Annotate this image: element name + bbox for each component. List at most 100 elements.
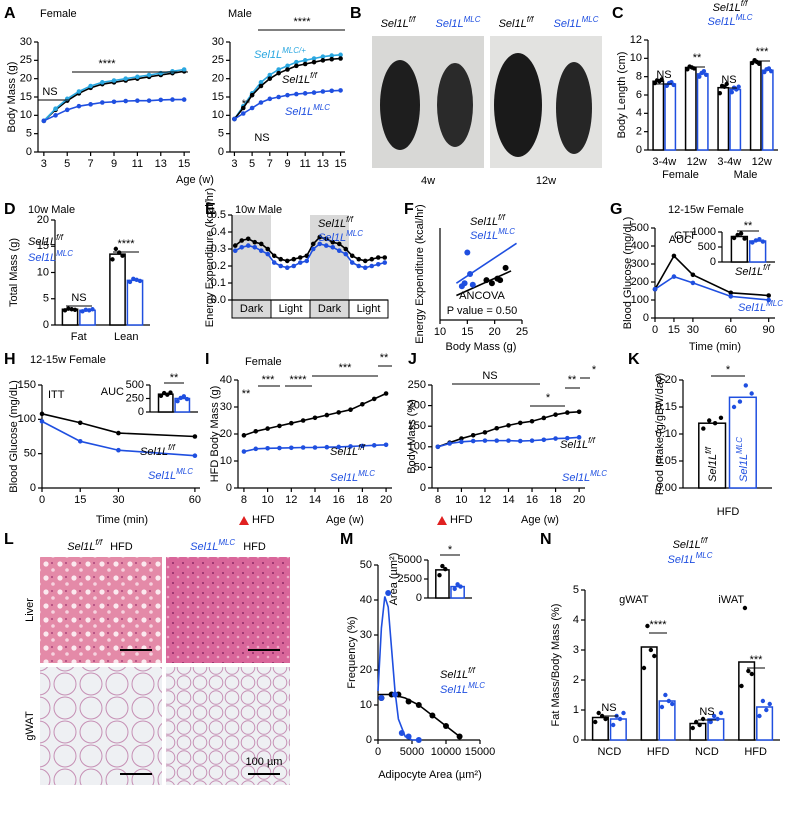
x-tick-label: HFD	[744, 746, 767, 758]
point	[349, 253, 355, 259]
point	[267, 76, 273, 81]
point	[750, 240, 755, 245]
legend-label: Sel1LMLC	[318, 229, 363, 244]
photo	[166, 557, 290, 663]
line	[43, 68, 185, 122]
line	[654, 275, 769, 301]
x-tick-label: 30	[112, 494, 124, 506]
x-axis-label: Adipocyte Area (µm²)	[378, 769, 482, 781]
y-tick-label: 12	[630, 34, 642, 46]
point	[258, 241, 264, 247]
point	[464, 249, 471, 256]
y-tick-label: 200	[408, 400, 426, 412]
point	[362, 258, 368, 264]
point	[240, 111, 246, 116]
y-axis-label: Energy Expenditure (kcal/hr)	[204, 188, 216, 327]
point	[312, 415, 318, 421]
point	[743, 383, 748, 388]
scale-label: 100 µm	[246, 756, 283, 768]
point	[371, 443, 377, 448]
point	[240, 105, 246, 111]
y-tick-label: 30	[20, 36, 32, 48]
annotation: *	[592, 364, 597, 376]
point	[111, 99, 117, 105]
x-tick-label: NCD	[695, 746, 719, 758]
x-tick-label: 18	[356, 494, 368, 506]
panel-letter: F	[404, 201, 414, 218]
x-axis-label: Time (min)	[689, 341, 741, 353]
legend-label: Sel1LMLC	[28, 249, 73, 264]
y-tick-label: 0.4	[211, 226, 226, 238]
point	[383, 442, 389, 448]
point	[766, 293, 771, 298]
point	[285, 67, 290, 72]
legend-label: Sel1LMLC	[330, 469, 375, 484]
legend-label: Sel1Lf/f	[440, 666, 476, 681]
y-tick-label: 100	[408, 441, 426, 453]
point	[181, 394, 187, 399]
x-tick-label: 20	[489, 326, 501, 338]
point	[690, 280, 696, 286]
y-tick-label: 2500	[398, 573, 422, 585]
point	[671, 82, 676, 88]
y-tick-label: 500	[631, 222, 649, 234]
point	[565, 435, 570, 441]
point	[241, 433, 247, 438]
x-axis-label: Time (min)	[96, 514, 148, 526]
point	[311, 59, 317, 65]
point	[757, 237, 762, 242]
point	[553, 436, 558, 441]
x-tick-label: 15	[334, 158, 346, 170]
point	[593, 719, 598, 725]
legend-name: Sel1L	[318, 218, 346, 230]
point	[253, 429, 259, 434]
x-axis-label: Age (w)	[176, 174, 214, 186]
point	[336, 410, 341, 415]
point	[267, 96, 273, 102]
point	[258, 83, 264, 89]
point	[690, 272, 696, 278]
photo-label: Sel1Lf/f	[381, 15, 417, 30]
annotation: NS	[482, 370, 497, 382]
point	[764, 707, 769, 713]
point	[362, 265, 368, 271]
point	[285, 63, 290, 69]
point	[415, 737, 422, 743]
y-tick-label: 0	[420, 482, 426, 494]
y-axis-label: Total Mass (g)	[8, 238, 20, 307]
point	[369, 256, 375, 262]
legend-name: Sel1L	[318, 232, 346, 244]
point	[289, 445, 294, 451]
point	[323, 243, 329, 248]
point	[312, 445, 318, 450]
point	[757, 61, 762, 67]
point	[311, 90, 317, 95]
annotation: HFD	[252, 514, 275, 526]
point	[330, 239, 336, 245]
row-label: gWAT	[24, 711, 36, 741]
chart-title: Female	[245, 356, 282, 368]
point	[415, 702, 422, 708]
y-tick-label: 30	[220, 401, 232, 413]
y-tick-label: 6	[636, 89, 642, 101]
point	[645, 623, 650, 629]
y-tick-label: 15	[37, 240, 49, 252]
chart-title: AUC	[101, 386, 124, 398]
point	[135, 74, 140, 80]
x-tick-label: 7	[88, 158, 94, 170]
y-tick-label: 400	[631, 240, 649, 252]
annotation: NS	[601, 702, 616, 714]
annotation: **	[380, 352, 389, 364]
legend-label: Sel1Lf/f	[330, 443, 366, 458]
annotation: ***	[750, 654, 764, 666]
point	[284, 258, 290, 264]
point	[127, 279, 133, 285]
legend-sup: f/f	[498, 213, 505, 222]
point	[715, 716, 720, 722]
point	[329, 56, 335, 62]
legend-label: Sel1Lf/f	[28, 233, 64, 248]
legend-name: Sel1L	[282, 74, 310, 86]
photo	[40, 667, 162, 785]
y-axis-label: Fat Mass/Body Mass (%)	[550, 604, 562, 727]
point	[267, 72, 273, 78]
